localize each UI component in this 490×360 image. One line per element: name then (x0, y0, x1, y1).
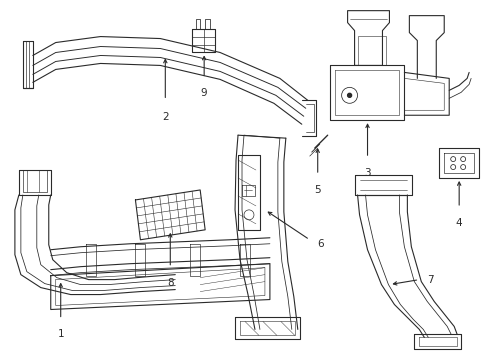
Text: 4: 4 (456, 218, 463, 228)
Circle shape (347, 93, 352, 97)
Text: 2: 2 (162, 112, 169, 122)
Text: 3: 3 (364, 168, 371, 178)
Text: 8: 8 (167, 278, 173, 288)
Text: 6: 6 (318, 239, 324, 249)
Text: 7: 7 (427, 275, 434, 285)
Text: 5: 5 (315, 185, 321, 195)
Text: 9: 9 (201, 88, 207, 98)
Text: 1: 1 (57, 329, 64, 339)
